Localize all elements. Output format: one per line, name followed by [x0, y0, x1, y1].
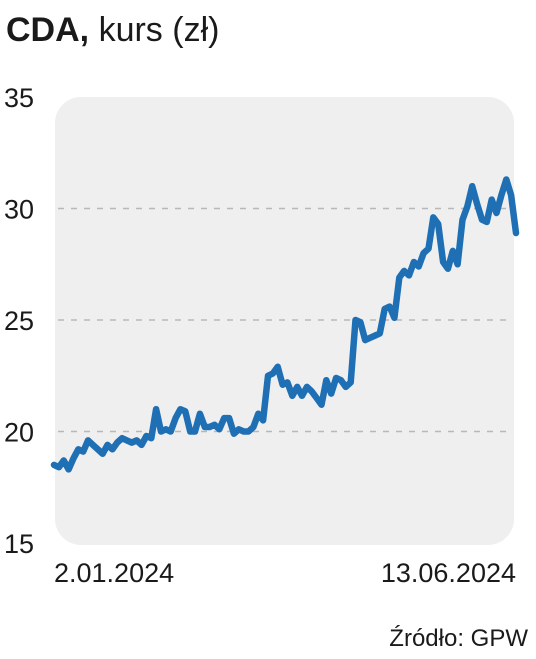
y-tick-label: 25	[4, 306, 34, 336]
price-series-line	[50, 176, 520, 473]
chart-title: CDA, kurs (zł)	[6, 8, 219, 52]
chart-title-unit: kurs (zł)	[98, 11, 220, 49]
source-note: Źródło: GPW	[389, 625, 528, 652]
y-tick-label: 35	[4, 83, 34, 113]
price-line-chart: 15 20 25 30 35 2.01.2024 13.06.2024	[4, 83, 520, 588]
plot-background	[55, 97, 514, 545]
y-tick-label: 20	[4, 418, 34, 448]
x-tick-label-start: 2.01.2024	[54, 558, 174, 588]
chart-title-ticker: CDA,	[6, 11, 90, 49]
y-tick-label: 30	[4, 195, 34, 225]
y-tick-label: 15	[4, 529, 34, 559]
x-tick-label-end: 13.06.2024	[381, 558, 516, 588]
